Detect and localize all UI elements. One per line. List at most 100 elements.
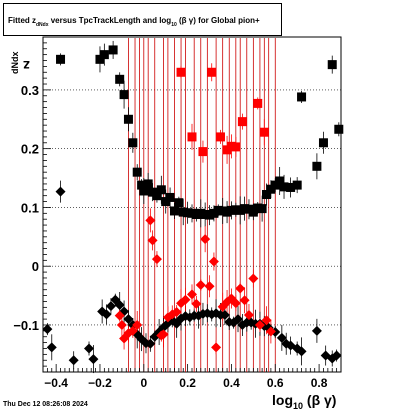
data-point-diamond bbox=[211, 342, 222, 353]
x-tick-label: −0.4 bbox=[44, 376, 68, 390]
data-point-diamond bbox=[200, 234, 211, 245]
title-log-base: 10 bbox=[171, 22, 177, 28]
data-point-diamond bbox=[239, 295, 250, 306]
data-point-square bbox=[139, 186, 149, 196]
data-point-square bbox=[237, 117, 247, 127]
data-point-diamond bbox=[105, 301, 116, 312]
data-point-square bbox=[187, 132, 197, 142]
data-point-square bbox=[253, 98, 263, 108]
data-point-diamond bbox=[116, 319, 127, 330]
data-point-square bbox=[115, 74, 125, 84]
data-point-diamond bbox=[296, 346, 307, 357]
data-point-diamond bbox=[158, 329, 169, 340]
data-point-diamond bbox=[88, 354, 99, 365]
data-point-diamond bbox=[219, 309, 230, 320]
data-point-square bbox=[123, 114, 133, 124]
data-point-square bbox=[152, 191, 162, 201]
data-point-diamond bbox=[132, 319, 143, 330]
data-point-diamond bbox=[187, 289, 197, 300]
data-point-square bbox=[231, 142, 241, 152]
title-box: Fitted zdNdx versus TpcTrackLength and l… bbox=[3, 3, 282, 36]
data-point-diamond bbox=[55, 186, 66, 197]
data-point-diamond bbox=[147, 235, 158, 246]
data-point-diamond bbox=[311, 325, 322, 336]
data-point-diamond bbox=[331, 350, 342, 361]
data-point-diamond bbox=[191, 298, 202, 309]
data-point-square bbox=[257, 204, 267, 214]
data-point-diamond bbox=[46, 342, 57, 353]
y-tick-label: 0.3 bbox=[21, 83, 39, 98]
data-point-square bbox=[259, 127, 269, 137]
x-tick-label: 0 bbox=[140, 376, 147, 390]
title-prefix: Fitted z bbox=[8, 16, 36, 25]
data-point-diamond bbox=[101, 309, 112, 320]
x-tick-label: −0.2 bbox=[88, 376, 112, 390]
error-bars bbox=[46, 40, 340, 374]
data-point-diamond bbox=[68, 355, 79, 366]
title-subscript: dNdx bbox=[36, 22, 49, 28]
title-middle: versus TpcTrackLength and log bbox=[48, 16, 172, 25]
y-tick-label: 0 bbox=[32, 259, 39, 274]
x-axis-label-sub: 10 bbox=[293, 401, 304, 411]
data-point-diamond bbox=[265, 326, 276, 337]
data-point-square bbox=[99, 50, 109, 60]
data-point-square bbox=[165, 192, 175, 202]
data-point-diamond bbox=[114, 300, 125, 310]
datestamp: Thu Dec 12 08:26:08 2024 bbox=[3, 401, 88, 408]
data-point-square bbox=[174, 198, 184, 208]
data-point-diamond bbox=[84, 343, 95, 354]
data-point-diamond bbox=[114, 310, 125, 321]
data-point-diamond bbox=[276, 332, 287, 343]
y-axis-label-main: z bbox=[23, 58, 30, 74]
title-suffix: (β γ) for Global pion+ bbox=[176, 16, 260, 25]
data-point-square bbox=[312, 161, 322, 171]
data-point-square bbox=[262, 190, 271, 200]
data-point-square bbox=[334, 124, 344, 134]
data-point-diamond bbox=[171, 307, 182, 318]
data-point-diamond bbox=[180, 294, 191, 305]
data-point-square bbox=[292, 180, 302, 190]
data-point-square bbox=[215, 132, 225, 142]
data-point-diamond bbox=[204, 281, 215, 292]
data-point-diamond bbox=[208, 256, 219, 267]
data-point-diamond bbox=[254, 319, 265, 330]
data-point-diamond bbox=[145, 338, 156, 349]
x-tick-label: 0.4 bbox=[223, 376, 240, 390]
data-point-square bbox=[108, 45, 118, 55]
data-point-diamond bbox=[233, 314, 244, 325]
y-tick-label: 0.1 bbox=[21, 200, 39, 215]
x-axis-label-tail: (β γ) bbox=[306, 392, 337, 408]
y-axis-label-sub: dNdx bbox=[10, 51, 20, 75]
chart-title: Fitted zdNdx versus TpcTrackLength and l… bbox=[8, 16, 260, 28]
data-point-diamond bbox=[261, 315, 272, 326]
data-point-square bbox=[297, 92, 307, 102]
data-point-diamond bbox=[123, 314, 134, 325]
x-axis-label-main: log bbox=[272, 392, 293, 408]
data-point-square bbox=[56, 54, 66, 64]
data-point-square bbox=[132, 167, 142, 177]
data-point-square bbox=[169, 206, 179, 216]
data-point-diamond bbox=[145, 215, 156, 226]
x-axis-label: log10 (β γ) bbox=[272, 392, 337, 411]
data-point-diamond bbox=[230, 298, 241, 309]
data-point-diamond bbox=[243, 309, 254, 320]
data-point-square bbox=[143, 179, 153, 189]
data-point-diamond bbox=[248, 273, 259, 284]
y-tick-label: −0.1 bbox=[13, 318, 39, 333]
data-point-square bbox=[327, 60, 337, 70]
data-point-square bbox=[95, 54, 105, 64]
x-tick-label: 0.2 bbox=[179, 376, 196, 390]
x-tick-label: 0.6 bbox=[267, 376, 284, 390]
data-point-diamond bbox=[127, 325, 138, 336]
data-point-diamond bbox=[42, 324, 53, 335]
data-point-square bbox=[176, 67, 186, 77]
data-point-square bbox=[286, 182, 296, 192]
y-tick-label: 0.2 bbox=[21, 142, 39, 157]
data-point-square bbox=[207, 67, 217, 77]
data-point-diamond bbox=[235, 283, 246, 294]
x-axis-ticks: −0.4 −0.2 0 0.2 0.4 0.6 0.8 bbox=[42, 364, 342, 390]
x-tick-label: 0.8 bbox=[311, 376, 328, 390]
data-point-square bbox=[198, 147, 208, 157]
data-point-square bbox=[156, 185, 166, 195]
